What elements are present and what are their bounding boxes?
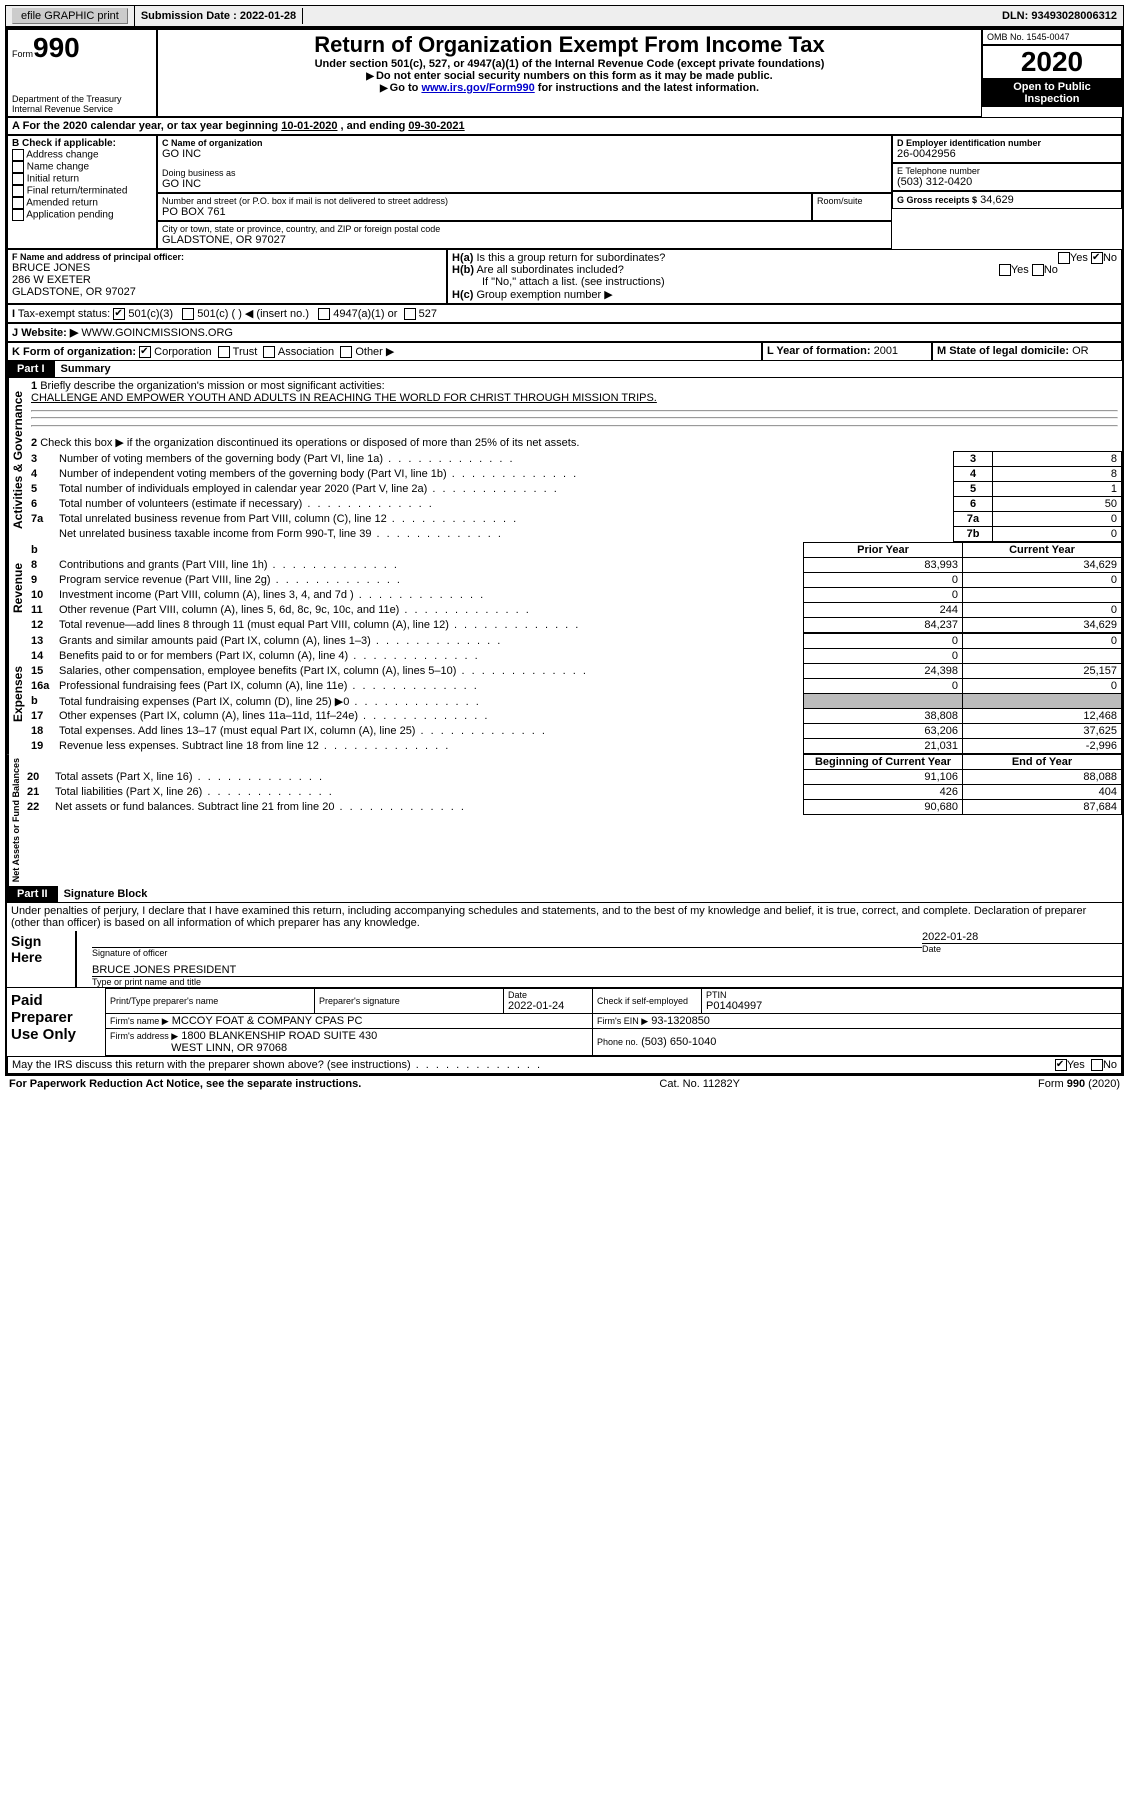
netassets-table: Beginning of Current YearEnd of Year20To… — [23, 754, 1122, 815]
form-subtitle: Under section 501(c), 527, or 4947(a)(1)… — [162, 58, 977, 70]
sig-name-label: Type or print name and title — [92, 976, 1122, 987]
room-label: Room/suite — [817, 196, 887, 206]
officer-addr2: GLADSTONE, OR 97027 — [12, 286, 442, 298]
cb-501c3[interactable] — [113, 308, 125, 320]
ein-value: 26-0042956 — [897, 148, 1117, 160]
discuss-no[interactable] — [1091, 1059, 1103, 1071]
firm-phone: (503) 650-1040 — [641, 1036, 716, 1048]
perjury-text: Under penalties of perjury, I declare th… — [7, 903, 1122, 931]
sig-date-label: Date — [922, 943, 1122, 954]
taxexempt-label: Tax-exempt status: — [18, 308, 110, 320]
city-value: GLADSTONE, OR 97027 — [162, 234, 887, 246]
year-formation: 2001 — [874, 345, 898, 357]
ha-yes[interactable] — [1058, 252, 1070, 264]
discuss-question: May the IRS discuss this return with the… — [12, 1059, 411, 1071]
mission-label: Briefly describe the organization's miss… — [40, 380, 384, 392]
line-a: A For the 2020 calendar year, or tax yea… — [7, 117, 1122, 135]
hc-label: Group exemption number ▶ — [476, 289, 612, 301]
part1-label: Part I — [7, 361, 55, 378]
line-k-label: K Form of organization: — [12, 346, 136, 358]
firm-addr2: WEST LINN, OR 97068 — [171, 1042, 287, 1054]
tax-year: 2020 — [982, 45, 1122, 79]
officer-label: F Name and address of principal officer: — [12, 252, 442, 262]
box-b-label: B Check if applicable: — [12, 138, 152, 149]
cb-address-change[interactable] — [12, 149, 24, 161]
ptin-value: P01404997 — [706, 1000, 1117, 1012]
line2-text: Check this box ▶ if the organization dis… — [40, 437, 579, 449]
officer-name: BRUCE JONES — [12, 262, 442, 274]
cb-501c[interactable] — [182, 308, 194, 320]
phone-value: (503) 312-0420 — [897, 176, 1117, 188]
officer-addr1: 286 W EXETER — [12, 274, 442, 286]
sign-here-label: Sign Here — [7, 931, 75, 987]
top-bar: efile GRAPHIC print Submission Date : 20… — [5, 5, 1124, 27]
phone-label: E Telephone number — [897, 166, 1117, 176]
gross-label: G Gross receipts $ — [897, 195, 977, 205]
cb-assoc[interactable] — [263, 346, 275, 358]
hb-no[interactable] — [1032, 264, 1044, 276]
vlabel-revenue: Revenue — [7, 542, 27, 633]
dln-label: DLN: 93493028006312 — [996, 8, 1123, 24]
vlabel-expenses: Expenses — [7, 633, 27, 754]
form-title: Return of Organization Exempt From Incom… — [162, 32, 977, 58]
sig-officer-label: Signature of officer — [92, 948, 922, 958]
cb-amended[interactable] — [12, 197, 24, 209]
hb-yes[interactable] — [999, 264, 1011, 276]
part1-title: Summary — [55, 361, 1122, 378]
cb-corp[interactable] — [139, 346, 151, 358]
cb-527[interactable] — [404, 308, 416, 320]
cb-app-pending[interactable] — [12, 209, 24, 221]
footer-mid: Cat. No. 11282Y — [659, 1078, 740, 1090]
part2-label: Part II — [7, 886, 58, 903]
submission-date: Submission Date : 2022-01-28 — [135, 8, 303, 24]
inspection-label: Open to Public Inspection — [982, 79, 1122, 107]
dept-label: Department of the Treasury Internal Reve… — [12, 94, 152, 114]
firm-ein: 93-1320850 — [651, 1015, 710, 1027]
footer-left: For Paperwork Reduction Act Notice, see … — [9, 1078, 361, 1090]
city-label: City or town, state or province, country… — [162, 224, 887, 234]
cb-trust[interactable] — [218, 346, 230, 358]
paid-preparer-label: Paid Preparer Use Only — [7, 988, 105, 1056]
website-label: Website: ▶ — [21, 327, 78, 339]
firm-addr1: 1800 BLANKENSHIP ROAD SUITE 430 — [181, 1030, 377, 1042]
cb-name-change[interactable] — [12, 161, 24, 173]
sig-date: 2022-01-28 — [922, 931, 1122, 943]
hb-note: If "No," attach a list. (see instruction… — [452, 276, 1117, 288]
street-value: PO BOX 761 — [162, 206, 807, 218]
cb-final-return[interactable] — [12, 185, 24, 197]
firm-name: MCCOY FOAT & COMPANY CPAS PC — [172, 1015, 363, 1027]
ha-no[interactable] — [1091, 252, 1103, 264]
website-value: WWW.GOINCMISSIONS.ORG — [81, 327, 233, 339]
expenses-table: 13Grants and similar amounts paid (Part … — [27, 633, 1122, 754]
cb-other[interactable] — [340, 346, 352, 358]
part2-title: Signature Block — [58, 886, 1122, 903]
form-number: 990 — [33, 32, 80, 64]
org-name: GO INC — [162, 148, 887, 160]
efile-print-button[interactable]: efile GRAPHIC print — [12, 8, 128, 24]
form-word: Form — [12, 49, 33, 59]
cb-initial-return[interactable] — [12, 173, 24, 185]
instructions-link[interactable]: www.irs.gov/Form990 — [421, 82, 534, 94]
discuss-yes[interactable] — [1055, 1059, 1067, 1071]
preparer-table: Print/Type preparer's name Preparer's si… — [105, 988, 1122, 1056]
gross-value: 34,629 — [980, 194, 1014, 206]
dba-value: GO INC — [162, 178, 887, 190]
state-domicile: OR — [1072, 345, 1089, 357]
sig-name: BRUCE JONES PRESIDENT — [92, 964, 1122, 976]
vlabel-netassets: Net Assets or Fund Balances — [7, 754, 23, 886]
omb-label: OMB No. 1545-0047 — [982, 29, 1122, 45]
mission-text: CHALLENGE AND EMPOWER YOUTH AND ADULTS I… — [31, 392, 657, 404]
governance-table: 3Number of voting members of the governi… — [27, 451, 1122, 542]
vlabel-governance: Activities & Governance — [7, 378, 27, 542]
revenue-table: bPrior YearCurrent Year8Contributions an… — [27, 542, 1122, 633]
ein-label: D Employer identification number — [897, 138, 1117, 148]
cb-4947[interactable] — [318, 308, 330, 320]
street-label: Number and street (or P.O. box if mail i… — [162, 196, 807, 206]
ssn-warning: Do not enter social security numbers on … — [376, 70, 773, 82]
dba-label: Doing business as — [162, 168, 887, 178]
org-name-label: C Name of organization — [162, 138, 887, 148]
